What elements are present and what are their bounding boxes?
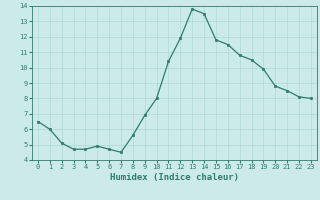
X-axis label: Humidex (Indice chaleur): Humidex (Indice chaleur) xyxy=(110,173,239,182)
